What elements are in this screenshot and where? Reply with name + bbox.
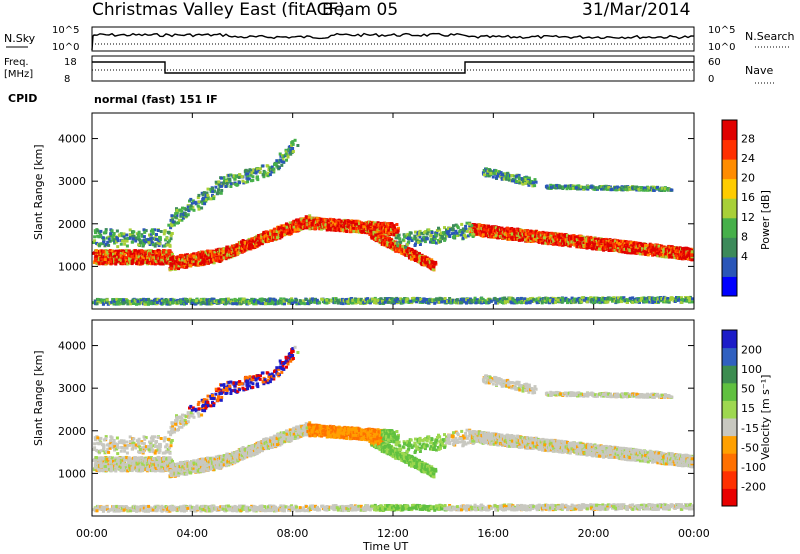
colorbar-tick-label: -100	[741, 461, 766, 474]
yaxis-tick-label: 4000	[58, 340, 86, 353]
radar-title: Christmas Valley East (fitACF)	[92, 0, 345, 20]
xaxis-tick-label: 20:00	[578, 527, 610, 540]
freq-tick-bottom: 8	[64, 74, 70, 85]
nsky-tick-top: 10^5	[52, 25, 79, 36]
power-colorbar-label: Power [dB]	[759, 190, 772, 250]
colorbar-tick-label: 50	[741, 383, 755, 396]
colorbar-tick-label: 8	[741, 230, 748, 243]
nave-tick-top: 60	[708, 57, 721, 68]
freq-label-2: [MHz]	[4, 69, 33, 80]
xaxis-tick-label: 00:00	[76, 527, 108, 540]
yaxis-tick-label: 2000	[58, 218, 86, 231]
colorbar-tick-label: -15	[741, 422, 759, 435]
nsky-tick-bottom: 10^0	[52, 42, 79, 53]
freq-label-1: Freq.	[4, 57, 29, 68]
xaxis-tick-label: 04:00	[176, 527, 208, 540]
yaxis-tick-label: 2000	[58, 425, 86, 438]
xaxis-tick-label: 12:00	[377, 527, 409, 540]
nsky-label: N.Sky	[4, 32, 36, 45]
nsearch-label: N.Search	[745, 30, 795, 43]
nsky-panel	[91, 26, 695, 52]
colorbar-tick-label: 16	[741, 191, 755, 204]
colorbar-tick-label: 20	[741, 172, 755, 185]
colorbar-tick-label: -200	[741, 480, 766, 493]
velocity-colorbar: 200 100 50 15 -15 -50 -100 -200	[721, 329, 766, 507]
xaxis-label: Time UT	[362, 540, 408, 553]
colorbar-tick-label: 4	[741, 250, 748, 263]
beam-label: Beam 05	[322, 0, 398, 20]
xaxis-tick-label: 08:00	[277, 527, 309, 540]
xaxis-tick-label: 00:00	[678, 527, 710, 540]
velocity-heatmap-cells	[92, 345, 694, 513]
colorbar-tick-label: 28	[741, 133, 755, 146]
nsearch-tick-bottom: 10^0	[708, 42, 735, 53]
colorbar-tick-label: 100	[741, 363, 762, 376]
colorbar-tick-label: -50	[741, 441, 759, 454]
freq-tick-top: 18	[64, 57, 77, 68]
date-label: 31/Mar/2014	[582, 0, 690, 20]
yaxis-tick-label: 1000	[58, 467, 86, 480]
freq-trace	[92, 61, 694, 74]
power-heatmap-cells	[92, 138, 694, 306]
colorbar-tick-label: 15	[741, 402, 755, 415]
colorbar-tick-label: 24	[741, 152, 755, 165]
colorbar-tick-label: 200	[741, 344, 762, 357]
power-ylabel: Slant Range [km]	[32, 144, 45, 240]
yaxis-tick-label: 1000	[58, 260, 86, 273]
power-colorbar: 28 24 20 16 12 8 4	[721, 119, 755, 297]
xaxis-tick-label: 16:00	[477, 527, 509, 540]
nsearch-tick-top: 10^5	[708, 25, 735, 36]
velocity-colorbar-label: Velocity [m s⁻¹]	[759, 375, 772, 460]
velocity-ylabel: Slant Range [km]	[32, 350, 45, 446]
yaxis-tick-label: 3000	[58, 175, 86, 188]
nsky-trace	[91, 32, 695, 51]
freq-panel	[91, 55, 695, 82]
cpid-mode: normal (fast) 151 IF	[94, 93, 218, 106]
nave-label: Nave	[745, 64, 773, 77]
nave-tick-bottom: 0	[708, 74, 714, 85]
yaxis-tick-label: 4000	[58, 133, 86, 146]
colorbar-tick-label: 12	[741, 211, 755, 224]
yaxis-tick-label: 3000	[58, 382, 86, 395]
cpid-label: CPID	[8, 92, 37, 105]
